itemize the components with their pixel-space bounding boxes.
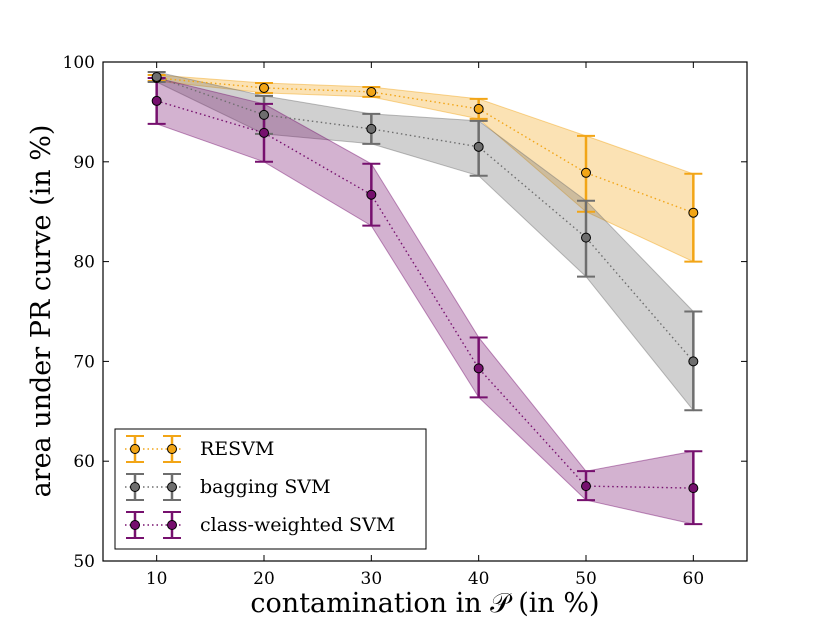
class-weighted-svm-point — [151, 95, 162, 106]
resvm-point — [688, 207, 699, 218]
legend-item-class-weighted-svm: class-weighted SVM — [125, 511, 395, 539]
legend-marker — [167, 482, 177, 492]
x-tick-label: 50 — [575, 569, 597, 589]
resvm-point — [259, 82, 269, 93]
bagging-svm-point — [259, 109, 269, 120]
y-tick-label: 80 — [73, 253, 95, 273]
y-axis-title: area under PR curve (in %) — [26, 125, 57, 498]
legend-marker — [130, 482, 140, 492]
bagging-svm-line — [156, 76, 694, 362]
legend-label: bagging SVM — [200, 476, 331, 498]
y-tick-label: 60 — [73, 452, 95, 472]
legend-marker — [167, 520, 177, 530]
bagging-svm-point — [581, 232, 591, 243]
bagging-svm-point — [473, 141, 484, 152]
legend-item-bagging-svm: bagging SVM — [125, 473, 331, 501]
x-tick-label: 20 — [253, 569, 275, 589]
plot-frame — [102, 61, 748, 562]
legend: RESVM bagging SVM class-weighted SVM — [114, 428, 427, 550]
bagging-svm-point — [688, 356, 699, 367]
class-weighted-svm-line — [156, 100, 694, 489]
resvm-point — [366, 86, 377, 97]
class-weighted-svm-point — [259, 127, 269, 138]
resvm-point — [473, 103, 484, 114]
class-weighted-svm-point — [688, 483, 699, 494]
class-weighted-svm-point — [581, 481, 591, 492]
legend-item-resvm: RESVM — [125, 435, 274, 463]
y-tick-label: 50 — [73, 552, 95, 572]
bagging-svm-point — [151, 71, 162, 82]
class-weighted-svm-point — [366, 189, 377, 200]
y-tick-label: 90 — [73, 153, 95, 173]
x-axis-title: contamination in 𝒫 (in %) — [250, 588, 599, 619]
series-lines — [156, 76, 694, 489]
y-tick-label: 70 — [73, 352, 95, 372]
x-tick-label: 10 — [146, 569, 168, 589]
x-tick-label: 60 — [683, 569, 705, 589]
legend-marker — [167, 444, 177, 454]
y-axis-ticks: 50 60 70 80 90 100 — [63, 53, 747, 572]
legend-label: class-weighted SVM — [200, 514, 395, 536]
data-points — [151, 71, 699, 494]
legend-label: RESVM — [200, 438, 274, 460]
class-weighted-svm-point — [473, 363, 484, 374]
bagging-svm-point — [366, 123, 377, 134]
x-axis-ticks: 10 20 30 40 50 60 — [146, 62, 704, 589]
y-tick-label: 100 — [63, 53, 95, 73]
x-tick-label: 40 — [468, 569, 490, 589]
resvm-point — [581, 167, 591, 178]
x-tick-label: 30 — [361, 569, 383, 589]
legend-marker — [130, 444, 140, 454]
legend-marker — [130, 520, 140, 530]
